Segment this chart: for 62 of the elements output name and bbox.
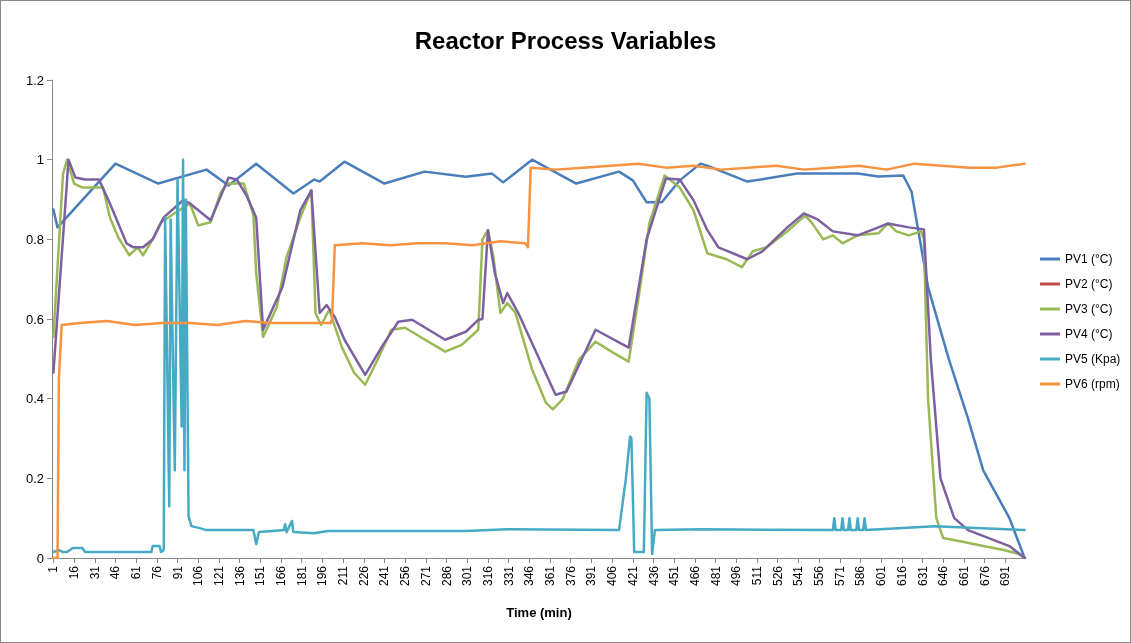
y-tick-label: 0.2 bbox=[25, 470, 44, 486]
x-tick-label: 646 bbox=[936, 565, 951, 587]
x-tick-label: 586 bbox=[853, 565, 868, 587]
x-tick-label: 241 bbox=[377, 565, 392, 587]
y-tick-label: 0.4 bbox=[25, 391, 44, 407]
x-tick-label: 16 bbox=[67, 565, 82, 580]
x-tick-label: 1 bbox=[46, 565, 61, 573]
x-tick-label: 481 bbox=[708, 565, 723, 587]
x-tick-label: 661 bbox=[956, 565, 971, 587]
x-tick-label: 76 bbox=[149, 565, 164, 580]
x-tick-label: 526 bbox=[770, 565, 785, 587]
x-tick-label: 571 bbox=[832, 565, 847, 587]
x-tick-label: 121 bbox=[211, 565, 226, 587]
x-tick-label: 541 bbox=[791, 565, 806, 587]
legend-label: PV4 (°C) bbox=[1065, 327, 1113, 341]
x-tick-label: 616 bbox=[894, 565, 909, 587]
x-tick-label: 166 bbox=[274, 565, 289, 587]
y-tick-label: 1.2 bbox=[25, 72, 44, 88]
x-tick-label: 376 bbox=[563, 565, 578, 587]
x-axis-title: Time (min) bbox=[506, 605, 572, 620]
x-tick-label: 451 bbox=[667, 565, 682, 587]
x-tick-label: 691 bbox=[998, 565, 1013, 587]
x-tick-label: 46 bbox=[108, 565, 123, 580]
y-tick-label: 1 bbox=[36, 152, 44, 168]
x-tick-label: 676 bbox=[977, 565, 992, 587]
x-tick-label: 361 bbox=[543, 565, 558, 587]
x-tick-label: 496 bbox=[729, 565, 744, 587]
x-tick-label: 61 bbox=[129, 565, 144, 580]
legend-label: PV6 (rpm) bbox=[1065, 377, 1120, 391]
x-tick-label: 226 bbox=[356, 565, 371, 587]
x-tick-label: 421 bbox=[625, 565, 640, 587]
x-tick-label: 151 bbox=[253, 565, 268, 587]
x-tick-label: 391 bbox=[584, 565, 599, 587]
x-tick-label: 211 bbox=[336, 565, 351, 586]
x-tick-label: 301 bbox=[460, 565, 475, 587]
x-tick-label: 271 bbox=[418, 565, 433, 587]
x-tick-label: 196 bbox=[315, 565, 330, 587]
y-tick-label: 0 bbox=[36, 550, 44, 566]
x-tick-label: 511 bbox=[749, 565, 764, 586]
x-tick-label: 31 bbox=[87, 565, 102, 580]
x-tick-label: 556 bbox=[812, 565, 827, 587]
x-tick-label: 286 bbox=[439, 565, 454, 587]
x-tick-label: 256 bbox=[398, 565, 413, 587]
y-tick-label: 0.6 bbox=[25, 311, 44, 327]
x-tick-label: 331 bbox=[501, 565, 516, 587]
legend-label: PV3 (°C) bbox=[1065, 302, 1113, 316]
chart-title: Reactor Process Variables bbox=[414, 26, 717, 54]
legend-label: PV5 (Kpa) bbox=[1065, 352, 1121, 366]
x-tick-label: 631 bbox=[915, 565, 930, 587]
x-tick-label: 466 bbox=[687, 565, 702, 587]
x-tick-label: 601 bbox=[874, 565, 889, 587]
legend-label: PV2 (°C) bbox=[1065, 277, 1113, 291]
x-tick-label: 106 bbox=[191, 565, 206, 587]
legend-label: PV1 (°C) bbox=[1065, 252, 1113, 266]
x-tick-label: 91 bbox=[170, 565, 185, 580]
x-tick-label: 181 bbox=[294, 565, 309, 587]
x-tick-label: 406 bbox=[605, 565, 620, 587]
x-tick-label: 136 bbox=[232, 565, 247, 587]
x-tick-label: 436 bbox=[646, 565, 661, 587]
y-tick-label: 0.8 bbox=[25, 231, 44, 247]
x-tick-label: 316 bbox=[480, 565, 495, 587]
x-tick-label: 346 bbox=[522, 565, 537, 587]
